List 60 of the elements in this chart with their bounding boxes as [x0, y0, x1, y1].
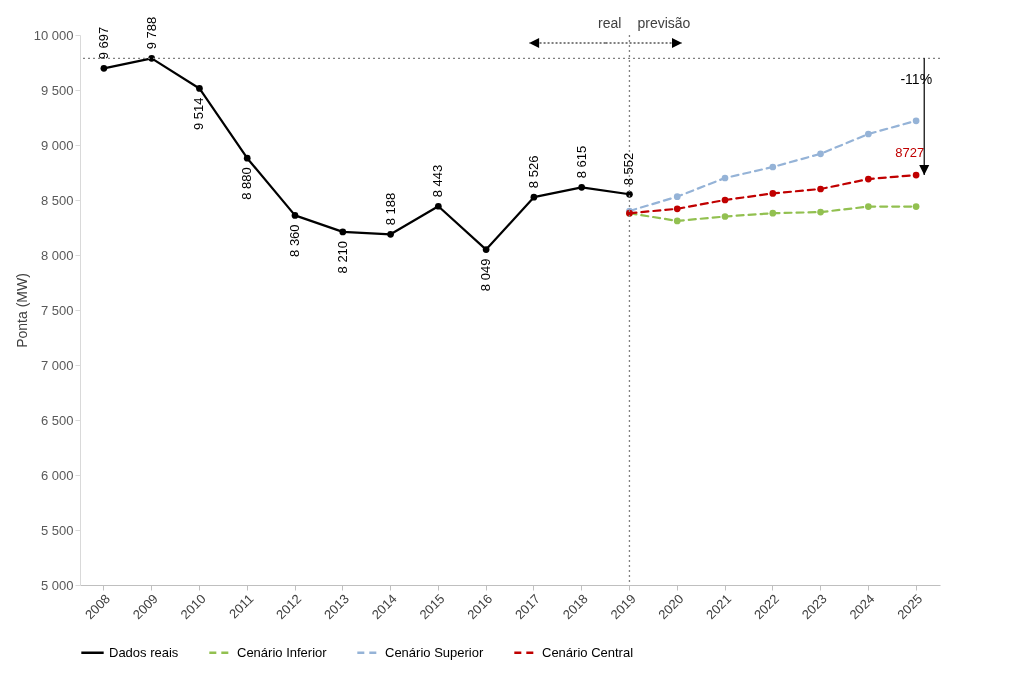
legend-label: Cenário Central	[542, 644, 634, 660]
point	[912, 117, 920, 125]
point	[817, 150, 824, 158]
y-tick-label: 7 500	[40, 302, 74, 318]
y-tick-label: 6 000	[40, 467, 74, 483]
y-tick-label: 5 000	[40, 577, 74, 593]
point	[673, 217, 681, 225]
data-label: 8 360	[287, 224, 302, 257]
point	[434, 202, 442, 210]
y-axis-title: Ponta (MW)	[13, 273, 30, 348]
data-label: 9 514	[191, 97, 207, 131]
y-tick-label: 8 000	[40, 247, 74, 263]
point	[387, 230, 394, 238]
point	[721, 174, 729, 182]
point	[769, 209, 777, 217]
point	[578, 184, 586, 191]
y-tick-label: 6 500	[40, 412, 74, 428]
point	[339, 228, 347, 236]
legend-label: Dados reais	[109, 644, 179, 660]
point	[291, 212, 299, 219]
point	[482, 246, 490, 253]
point	[864, 130, 872, 138]
point	[817, 185, 824, 193]
point	[864, 175, 872, 183]
legend-label: Cenário Inferior	[237, 644, 328, 660]
y-tick-label: 9 000	[40, 137, 74, 153]
point	[912, 171, 920, 179]
point	[243, 154, 251, 162]
point	[673, 205, 681, 213]
point	[100, 64, 108, 72]
data-label: 8 443	[430, 164, 446, 198]
text: previsão	[637, 15, 691, 31]
point	[817, 208, 824, 216]
data-label: 8 526	[525, 155, 541, 189]
point	[769, 190, 777, 197]
point	[721, 213, 729, 220]
point	[673, 193, 681, 201]
data-label: 8 615	[573, 145, 589, 179]
y-tick-label: 7 000	[40, 357, 74, 373]
legend-label: Cenário Superior	[385, 644, 484, 660]
point	[721, 196, 729, 204]
point	[864, 203, 872, 210]
y-tick-label: 10 000	[33, 27, 74, 43]
y-tick-label: 8 500	[40, 192, 74, 208]
data-label: 9 788	[143, 16, 159, 50]
text: real	[598, 15, 622, 31]
point	[196, 85, 203, 92]
point	[769, 163, 777, 171]
data-label: 8727	[895, 145, 925, 161]
point	[626, 190, 633, 198]
data-label: 8 880	[239, 167, 255, 200]
y-tick-label: 5 500	[40, 522, 74, 538]
data-label: 8 210	[334, 240, 350, 274]
point	[530, 193, 538, 201]
point	[912, 203, 920, 210]
data-label: 8 188	[382, 192, 398, 226]
data-label: 8 552	[621, 152, 637, 186]
data-label: 9 697	[95, 26, 111, 60]
data-label: 8 049	[478, 258, 494, 292]
y-tick-label: 9 500	[40, 82, 74, 98]
